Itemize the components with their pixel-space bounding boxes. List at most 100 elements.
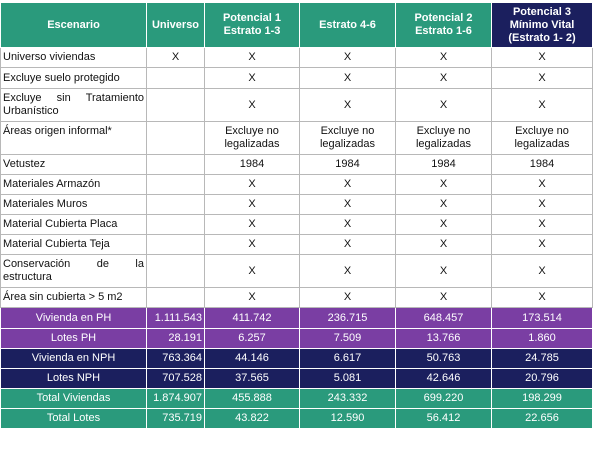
cell: X [146, 47, 205, 68]
cell: 12.590 [299, 408, 396, 429]
cell: X [491, 214, 593, 235]
scenario-table-container: Escenario Universo Potencial 1 Estrato 1… [0, 2, 593, 429]
table-row: Material Cubierta Placa X X X X [0, 214, 593, 235]
cell: 42.646 [395, 368, 492, 389]
cell: 22.656 [491, 408, 593, 429]
cell: 707.528 [146, 368, 205, 389]
row-label: Áreas origen informal* [0, 121, 147, 155]
cell: 735.719 [146, 408, 205, 429]
cell: X [299, 234, 396, 255]
cell [146, 287, 205, 308]
cell: X [204, 214, 300, 235]
table-header-row: Escenario Universo Potencial 1 Estrato 1… [0, 2, 593, 48]
row-label: Material Cubierta Placa [0, 214, 147, 235]
row-label: Vivienda en NPH [0, 348, 147, 369]
summary-row-lotes-ph: Lotes PH 28.191 6.257 7.509 13.766 1.860 [0, 328, 593, 349]
cell [146, 154, 205, 175]
cell: 455.888 [204, 388, 300, 409]
cell [146, 174, 205, 195]
cell: Excluye no legalizadas [491, 121, 593, 155]
cell: X [395, 88, 492, 122]
cell: 50.763 [395, 348, 492, 369]
row-label: Área sin cubierta > 5 m2 [0, 287, 147, 308]
cell: Excluye no legalizadas [299, 121, 396, 155]
header-universo: Universo [146, 2, 205, 48]
summary-row-total-lotes: Total Lotes 735.719 43.822 12.590 56.412… [0, 408, 593, 429]
scenario-table: Escenario Universo Potencial 1 Estrato 1… [0, 2, 593, 429]
cell: 198.299 [491, 388, 593, 409]
cell: X [491, 194, 593, 215]
cell: X [395, 194, 492, 215]
cell: 699.220 [395, 388, 492, 409]
cell: 6.257 [204, 328, 300, 349]
cell: 1.874.907 [146, 388, 205, 409]
row-label: Total Viviendas [0, 388, 147, 409]
cell: X [395, 234, 492, 255]
cell: 24.785 [491, 348, 593, 369]
summary-row-vivienda-ph: Vivienda en PH 1.111.543 411.742 236.715… [0, 307, 593, 329]
cell: X [204, 254, 300, 288]
cell: 1.860 [491, 328, 593, 349]
cell: X [299, 88, 396, 122]
row-label: Vivienda en PH [0, 307, 147, 329]
cell: 648.457 [395, 307, 492, 329]
cell: 44.146 [204, 348, 300, 369]
header-estrato-4-6: Estrato 4-6 [299, 2, 396, 48]
row-label: Materiales Muros [0, 194, 147, 215]
table-row: Universo viviendas X X X X X [0, 47, 593, 68]
cell: 763.364 [146, 348, 205, 369]
cell: X [299, 67, 396, 89]
cell [146, 234, 205, 255]
cell: 1984 [395, 154, 492, 175]
table-row: Material Cubierta Teja X X X X [0, 234, 593, 255]
cell [146, 214, 205, 235]
cell: X [395, 254, 492, 288]
table-row: Materiales Armazón X X X X [0, 174, 593, 195]
row-label: Material Cubierta Teja [0, 234, 147, 255]
cell: 6.617 [299, 348, 396, 369]
cell: 28.191 [146, 328, 205, 349]
cell: X [491, 88, 593, 122]
cell: X [204, 88, 300, 122]
header-potencial-3: Potencial 3 Mínimo Vital (Estrato 1- 2) [491, 2, 593, 48]
cell: X [299, 214, 396, 235]
table-row: Excluye sin Tratamiento Urbanístico X X … [0, 88, 593, 122]
cell: 37.565 [204, 368, 300, 389]
cell: 56.412 [395, 408, 492, 429]
cell: X [395, 47, 492, 68]
cell: 5.081 [299, 368, 396, 389]
row-label: Universo viviendas [0, 47, 147, 68]
cell: X [204, 67, 300, 89]
summary-row-vivienda-nph: Vivienda en NPH 763.364 44.146 6.617 50.… [0, 348, 593, 369]
cell: 411.742 [204, 307, 300, 329]
row-label: Lotes PH [0, 328, 147, 349]
cell [146, 121, 205, 155]
cell: 43.822 [204, 408, 300, 429]
row-label: Excluye sin Tratamiento Urbanístico [0, 88, 147, 122]
cell: X [395, 214, 492, 235]
cell [146, 88, 205, 122]
header-potencial-2: Potencial 2 Estrato 1-6 [395, 2, 492, 48]
summary-row-lotes-nph: Lotes NPH 707.528 37.565 5.081 42.646 20… [0, 368, 593, 389]
row-label: Materiales Armazón [0, 174, 147, 195]
cell: X [299, 47, 396, 68]
table-row: Áreas origen informal* Excluye no legali… [0, 121, 593, 155]
cell: X [491, 287, 593, 308]
cell: X [491, 174, 593, 195]
header-escenario: Escenario [0, 2, 147, 48]
table-row: Área sin cubierta > 5 m2 X X X X [0, 287, 593, 308]
row-label: Conservación de la estructura [0, 254, 147, 288]
cell: X [491, 254, 593, 288]
cell: 173.514 [491, 307, 593, 329]
cell: 1.111.543 [146, 307, 205, 329]
cell [146, 67, 205, 89]
cell: X [491, 47, 593, 68]
cell: X [491, 234, 593, 255]
cell: 1984 [299, 154, 396, 175]
cell: X [204, 194, 300, 215]
cell: Excluye no legalizadas [204, 121, 300, 155]
header-potencial-1: Potencial 1 Estrato 1-3 [204, 2, 300, 48]
table-row: Conservación de la estructura X X X X [0, 254, 593, 288]
cell: X [395, 174, 492, 195]
cell: X [204, 174, 300, 195]
